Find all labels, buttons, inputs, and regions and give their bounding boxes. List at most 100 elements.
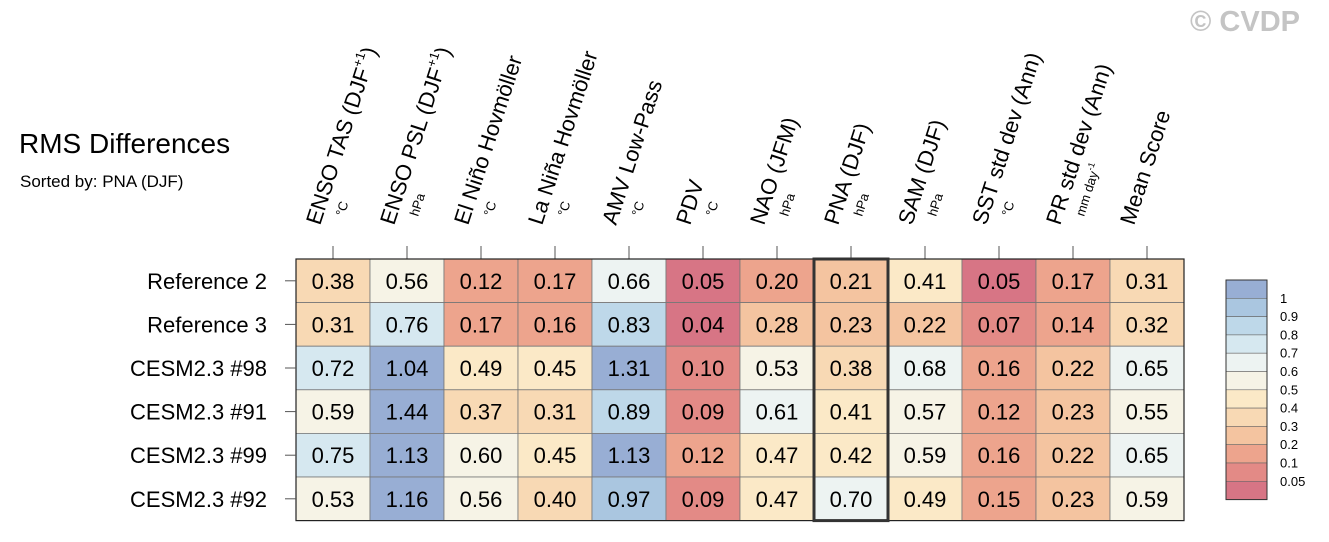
cell-value-label: 0.59 (904, 443, 947, 468)
unit-text: °C (555, 199, 574, 218)
column-unit-label: °C (481, 199, 500, 218)
colorbar-segment (1225, 371, 1268, 391)
cell-value-label: 0.09 (682, 400, 725, 425)
row-labels: Reference 2 Reference 3 CESM2.3 #98 CESM2.3… (130, 269, 296, 512)
heatmap-cell (1109, 476, 1185, 521)
column-unit-label: °C (999, 199, 1018, 218)
cell-value-label: 0.22 (1052, 443, 1095, 468)
heatmap-cell (1109, 345, 1185, 391)
heatmap-cell (443, 389, 519, 434)
heatmap-cell (591, 302, 667, 347)
cell-value-label: 0.76 (386, 312, 429, 337)
column-unit-label: °C (555, 199, 574, 218)
cell-value-label: 0.09 (682, 487, 725, 512)
heatmap-cell (665, 302, 741, 347)
cell-value-label: 0.53 (312, 487, 355, 512)
column-label: La Niña Hovmöller (523, 48, 603, 228)
column-unit-label: °C (333, 199, 352, 218)
heatmap-cell (1035, 432, 1111, 478)
cell-value-label: 0.23 (1052, 400, 1095, 425)
cell-value-label: 0.38 (312, 269, 355, 294)
heatmap-cell (443, 476, 519, 521)
column-label-group: AMV Low-Pass°C (597, 77, 667, 228)
cell-value-label: 0.31 (1126, 269, 1169, 294)
colorbar-label: 0.5 (1280, 382, 1298, 397)
cell-value-label: 0.49 (904, 487, 947, 512)
heatmap-cell (665, 345, 741, 391)
cell-value-label: 0.05 (682, 269, 725, 294)
row-label: Reference 2 (147, 269, 267, 294)
unit-text: °C (333, 199, 352, 218)
cell-value-label: 1.13 (386, 443, 429, 468)
cell-value-label: 0.42 (830, 443, 873, 468)
column-label-text: PDV (671, 176, 709, 227)
cell-value-label: 0.31 (312, 312, 355, 337)
cell-value-label: 0.15 (978, 487, 1021, 512)
chart-subtitle: Sorted by: PNA (DJF) (20, 172, 184, 191)
cell-value-label: 0.59 (312, 400, 355, 425)
cell-value-label: 0.14 (1052, 312, 1095, 337)
cell-value-label: 1.31 (608, 356, 651, 381)
colorbar-label: 0.4 (1280, 401, 1298, 416)
colorbar-segment (1225, 444, 1268, 464)
cell-value-label: 0.10 (682, 356, 725, 381)
cell-value-label: 0.53 (756, 356, 799, 381)
colorbar-label: 0.9 (1280, 309, 1298, 324)
column-label-text: NAO (JFM) (745, 114, 803, 227)
cell-value-label: 0.31 (534, 400, 577, 425)
row-label: CESM2.3 #92 (130, 487, 267, 512)
cell-value-label: 0.72 (312, 356, 355, 381)
colorbar-label: 0.8 (1280, 327, 1298, 342)
cell-value-label: 0.12 (978, 400, 1021, 425)
cell-value-label: 0.28 (756, 312, 799, 337)
cell-value-label: 0.12 (682, 443, 725, 468)
row-label: CESM2.3 #99 (130, 443, 267, 468)
column-label-group: NAO (JFM)hPa (745, 114, 803, 227)
cell-value-label: 0.61 (756, 400, 799, 425)
cell-value-label: 0.05 (978, 269, 1021, 294)
heatmap-cell (739, 389, 815, 434)
column-label-text: SAM (DJF) (893, 116, 950, 227)
cell-value-label: 1.44 (386, 400, 429, 425)
cell-value-label: 0.75 (312, 443, 355, 468)
cell-value-label: 0.45 (534, 443, 577, 468)
colorbar: 1 0.9 0.8 0.7 0.6 0.5 0.4 0.3 0.2 0.1 0.05 (1225, 279, 1305, 501)
unit-superscript: -1 (1085, 161, 1097, 172)
heatmap-cell (887, 476, 963, 521)
heatmap-cell (665, 432, 741, 478)
cell-value-label: 0.68 (904, 356, 947, 381)
heatmap-cell (665, 476, 741, 521)
heatmap-cell (517, 302, 593, 347)
column-label-text: Mean Score (1115, 107, 1175, 228)
column-label: Mean Score (1115, 107, 1175, 228)
heatmap-cell (739, 476, 815, 521)
heatmap-cell (887, 302, 963, 347)
heatmap-cell (813, 389, 889, 434)
cell-value-label: 0.66 (608, 269, 651, 294)
heatmap-cell (739, 345, 815, 391)
row-label: Reference 3 (147, 312, 267, 337)
colorbar-segment (1225, 407, 1268, 427)
unit-text: °C (703, 199, 722, 218)
cell-value-label: 1.13 (608, 443, 651, 468)
colorbar-segment (1225, 352, 1268, 372)
unit-text: hPa (851, 191, 873, 218)
colorbar-label: 0.2 (1280, 437, 1298, 452)
heatmap-cell (665, 389, 741, 434)
cell-value-label: 0.04 (682, 312, 725, 337)
heatmap-cell (591, 389, 667, 434)
column-labels: ENSO TAS (DJF+1)°C ENSO PSL (DJF+1)hPa El … (301, 44, 1175, 259)
cell-value-label: 0.22 (1052, 356, 1095, 381)
column-label: NAO (JFM) (745, 114, 803, 227)
cell-value-label: 0.89 (608, 400, 651, 425)
heatmap-cell (517, 432, 593, 478)
cell-value-label: 0.23 (1052, 487, 1095, 512)
cell-value-label: 0.65 (1126, 443, 1169, 468)
cell-value-label: 0.70 (830, 487, 873, 512)
cell-value-label: 0.57 (904, 400, 947, 425)
row-label: CESM2.3 #98 (130, 356, 267, 381)
cell-value-label: 0.56 (460, 487, 503, 512)
heatmap-cell (813, 476, 889, 521)
colorbar-segment (1225, 316, 1268, 336)
colorbar-label: 1 (1280, 291, 1287, 306)
